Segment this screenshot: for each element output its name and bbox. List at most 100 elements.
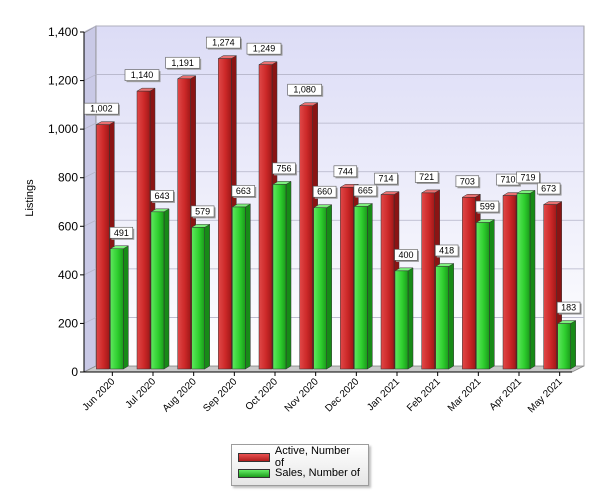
value-label-text: 183: [561, 303, 576, 313]
value-label-box: [272, 162, 296, 175]
bar-active: [340, 187, 354, 370]
legend-swatch-active: [238, 452, 270, 462]
value-label-active: 721: [414, 171, 440, 184]
bar-sales: [110, 248, 124, 370]
bar-active: [502, 195, 517, 370]
value-label-text: 663: [236, 186, 251, 196]
value-label-box: [475, 200, 500, 213]
bar-active: [177, 78, 191, 370]
x-tick-label: Mar 2021: [446, 376, 484, 414]
bar-sales-side: [489, 219, 495, 370]
value-label-sales: 579: [190, 205, 216, 219]
x-tick-label: Feb 2021: [405, 376, 443, 414]
value-label-active: 673: [536, 182, 562, 196]
value-label-active: 1,080: [287, 83, 324, 97]
bar-active: [136, 90, 151, 370]
y-tick-label: 400: [58, 268, 78, 282]
value-label-active: 744: [333, 165, 359, 179]
value-label-sales: 643: [150, 190, 175, 203]
bar-sales-side: [326, 204, 332, 370]
gridline-side: [83, 219, 97, 227]
value-label-box: [150, 190, 174, 202]
bar-sales-side: [448, 263, 454, 370]
value-labels: 1,002 491 1,140 643 1,191 579 1,274 663 1,249 756…: [84, 36, 582, 315]
bar-active: [218, 58, 232, 370]
y-tick-label: 200: [58, 316, 78, 330]
value-label-box: [374, 172, 398, 185]
y-axis: 0 200 400 600 800 1,000 1,200 1,400: [48, 25, 572, 379]
bar-active: [421, 192, 435, 370]
value-label-box: [556, 301, 581, 314]
value-label-text: 721: [419, 172, 434, 182]
value-label-text: 599: [480, 202, 495, 212]
value-label-box: [333, 165, 358, 178]
bar-sales-side: [245, 203, 251, 370]
x-axis: Jun 2020 Jul 2020 Aug 2020 Sep 2020 Oct 2020…: [81, 372, 565, 415]
plot-area: [95, 25, 585, 367]
legend-swatch-sales: [238, 468, 270, 478]
value-label-text: 579: [195, 206, 210, 216]
value-label-text: 1,002: [90, 104, 113, 114]
value-label-text: 756: [276, 163, 291, 173]
bar-active: [380, 194, 395, 370]
value-label-sales: 183: [556, 301, 582, 315]
value-label-box: [455, 175, 480, 188]
value-label-box: [124, 69, 160, 81]
value-label-box: [109, 226, 134, 239]
bar-sales: [516, 193, 531, 370]
legend-item-active: Active, Number of: [238, 445, 362, 469]
x-tick-label: Dec 2020: [323, 376, 361, 414]
gridlines: [83, 25, 584, 324]
bar-active: [543, 204, 557, 370]
bar-sales: [476, 222, 490, 370]
value-label-text: 673: [541, 184, 556, 194]
bar-active: [96, 124, 110, 370]
bar-sales-side: [204, 223, 210, 370]
value-label-sales: 491: [109, 226, 135, 240]
bar-sales: [354, 206, 368, 370]
bar-sales: [435, 266, 449, 370]
value-label-text: 744: [338, 166, 353, 176]
y-tick-label: 0: [71, 365, 78, 379]
gridline-side: [83, 122, 97, 130]
value-label-text: 1,249: [253, 44, 276, 54]
y-tick-label: 800: [58, 171, 78, 185]
legend-item-sales: Sales, Number of: [238, 465, 362, 481]
gridline-side: [83, 74, 97, 81]
value-label-text: 714: [378, 174, 393, 184]
x-tick-label: Apr 2021: [488, 376, 525, 413]
bar-sales-side: [570, 320, 576, 370]
bar-sales: [394, 270, 409, 370]
value-label-active: 1,274: [206, 36, 242, 50]
x-tick-label: Nov 2020: [283, 376, 321, 414]
value-label-box: [312, 185, 337, 198]
value-label-box: [165, 56, 200, 69]
value-label-active: 1,249: [246, 42, 283, 56]
y-tick-label: 1,000: [48, 122, 78, 136]
value-label-text: 719: [520, 172, 535, 182]
bar-sales: [313, 207, 327, 370]
value-label-box: [206, 36, 241, 49]
value-label-box: [231, 185, 256, 197]
value-label-active: 703: [455, 175, 481, 189]
bar-sales-side: [285, 180, 292, 370]
y-tick-label: 1,200: [48, 74, 78, 88]
value-label-box: [246, 42, 282, 55]
value-label-sales: 660: [312, 185, 338, 199]
value-label-text: 703: [460, 176, 475, 186]
value-label-sales: 663: [231, 185, 257, 198]
x-tick-label: Sep 2020: [201, 376, 239, 414]
chart-legend: Active, Number of Sales, Number of: [231, 444, 369, 486]
bar-sales: [232, 206, 246, 370]
value-label-active: 1,191: [165, 56, 202, 70]
y-tick-label: 1,400: [48, 25, 78, 39]
value-label-box: [536, 182, 561, 195]
x-tick-label: Jan 2021: [365, 376, 402, 413]
value-label-text: 1,274: [212, 38, 235, 48]
bar-sales-side: [123, 245, 129, 370]
value-label-box: [394, 249, 418, 261]
x-tick-label: Oct 2020: [244, 376, 281, 413]
value-label-sales: 400: [394, 249, 419, 262]
value-label-text: 491: [114, 228, 129, 238]
